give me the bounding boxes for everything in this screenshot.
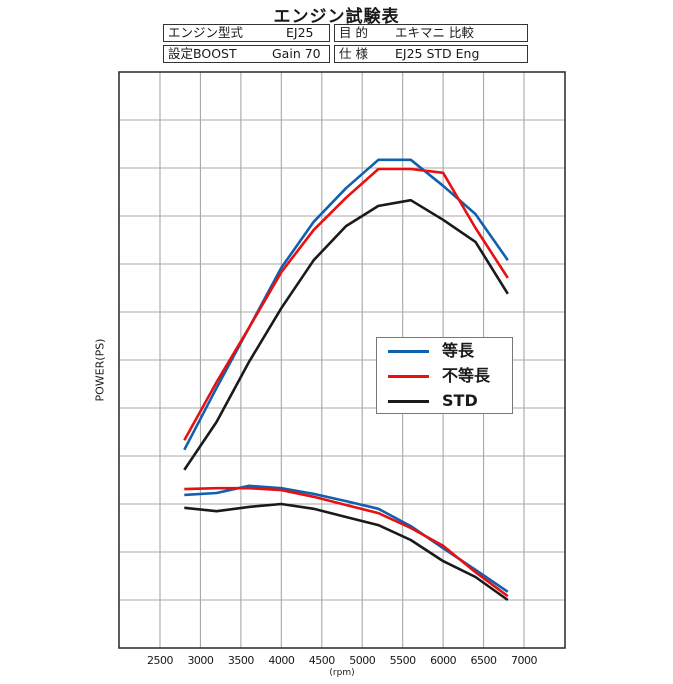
series-line-lower-4: [184, 486, 509, 598]
boost-label: 設定BOOST: [168, 46, 237, 61]
x-tick-label: 7000: [511, 654, 538, 667]
boost-box: 設定BOOST Gain 70: [163, 45, 330, 63]
x-axis-label: (rpm): [329, 668, 355, 678]
chart-title: エンジン試験表: [273, 7, 400, 27]
x-tick-label: 4000: [268, 654, 295, 667]
series-line-lower-5: [184, 502, 509, 602]
legend-item-unequal-length: 不等長: [377, 365, 514, 387]
y-axis-label: POWER(PS): [93, 338, 107, 402]
purpose-label: 目 的: [339, 25, 368, 40]
spec-label: 仕 様: [339, 46, 368, 61]
series-line-lower-3: [184, 484, 509, 593]
series-line-upper-2: [183, 198, 509, 471]
x-tick-label: 3500: [227, 654, 255, 667]
legend-label: 不等長: [442, 366, 491, 385]
engine-model-value: EJ25: [286, 25, 314, 40]
x-tick-label: 6000: [430, 654, 457, 667]
engine-model-box: エンジン型式 EJ25: [163, 24, 330, 42]
legend-label: 等長: [442, 341, 475, 360]
chart-legend: 等長 不等長 STD: [376, 337, 513, 414]
series-line-upper-1: [183, 167, 509, 441]
spec-value: EJ25 STD Eng: [395, 46, 480, 61]
x-tick-label: 2500: [147, 654, 174, 667]
legend-label: STD: [442, 391, 478, 410]
legend-item-std: STD: [377, 390, 514, 412]
spec-box: 仕 様 EJ25 STD Eng: [334, 45, 528, 63]
plot-frame: [118, 71, 566, 649]
boost-value: Gain 70: [272, 46, 321, 61]
legend-item-equal-length: 等長: [377, 340, 514, 362]
x-tick-label: 5000: [349, 654, 376, 667]
legend-swatch: [388, 350, 429, 353]
purpose-value: エキマニ 比較: [395, 25, 474, 40]
x-tick-label: 6500: [470, 654, 498, 667]
x-tick-label: 3000: [187, 654, 214, 667]
legend-swatch: [388, 375, 429, 378]
chart-series: [183, 158, 509, 602]
purpose-box: 目 的 エキマニ 比較: [334, 24, 528, 42]
legend-swatch: [388, 400, 429, 403]
x-tick-label: 5500: [389, 654, 417, 667]
x-tick-label: 4500: [308, 654, 336, 667]
engine-model-label: エンジン型式: [168, 25, 244, 40]
